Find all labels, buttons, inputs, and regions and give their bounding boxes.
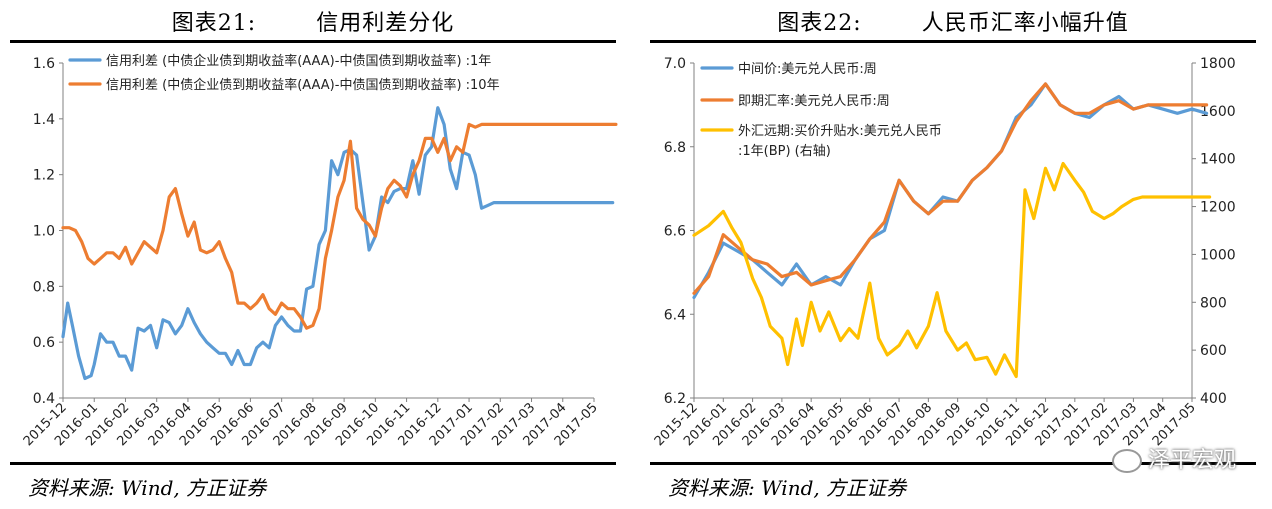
y2-tick-label: 1600: [1200, 104, 1236, 120]
figure-title: 人民币汇率小幅升值: [921, 11, 1129, 36]
legend-label: 即期汇率:美元兑人民币:周: [738, 93, 890, 109]
y-tick-label: 1.0: [33, 224, 55, 240]
y-tick-label: 7.0: [664, 56, 686, 72]
chart-title: 图表21: 信用利差分化: [0, 5, 626, 37]
credit-spread-chart: 0.40.60.81.01.21.41.62015-122016-012016-…: [21, 53, 618, 449]
y2-tick-label: 1000: [1200, 247, 1236, 263]
series-line: [61, 122, 618, 330]
watermark-text: 泽平宏观: [1147, 448, 1236, 473]
y-tick-label: 6.2: [664, 391, 686, 407]
legend-label: 信用利差 (中债企业债到期收益率(AAA)-中债国债到期收益率) :10年: [106, 77, 500, 93]
series-line: [692, 82, 1209, 300]
chart-panel-credit-spread: 图表21: 信用利差分化 0.4 0.6 0.8 1.0 1.2 1.4 1.6 2015-12…: [0, 0, 626, 509]
figure-number: 图表21:: [171, 11, 257, 36]
legend-label: 信用利差 (中债企业债到期收益率(AAA)-中债国债到期收益率) :1年: [106, 53, 491, 69]
top-rule: [10, 40, 616, 43]
series-line: [61, 106, 615, 381]
top-rule: [650, 40, 1256, 43]
watermark: 泽平宏观: [1111, 442, 1236, 474]
y-tick-label: 1.6: [33, 56, 55, 72]
figure-number: 图表22:: [777, 11, 862, 36]
series-line: [692, 82, 1209, 295]
y2-tick-label: 1800: [1200, 56, 1236, 72]
source-note: 资料来源: Wind, 方正证券: [28, 476, 267, 500]
y-tick-label: 0.4: [33, 391, 55, 407]
bottom-rule: [650, 462, 1256, 465]
legend-label: :1年(BP) (右轴): [738, 144, 831, 159]
y-tick-label: 6.6: [664, 224, 686, 240]
legend-label: 中间价:美元兑人民币:周: [738, 62, 877, 77]
y2-tick-label: 600: [1200, 343, 1227, 359]
chart-panel-rmb-exchange: 图表22: 人民币汇率小幅升值 6.2 6.4 6.6 6.8 7.0 400 600 800 1…: [640, 0, 1266, 509]
y2-tick-label: 1200: [1200, 200, 1236, 216]
y-tick-label: 0.6: [33, 335, 55, 351]
series-line: [692, 161, 1212, 379]
source-note: 资料来源: Wind, 方正证券: [668, 476, 907, 500]
bottom-rule: [10, 462, 616, 465]
wechat-icon: [1111, 449, 1142, 473]
y-tick-label: 6.4: [664, 307, 686, 323]
figure-title: 信用利差分化: [316, 11, 455, 36]
y-tick-label: 6.8: [664, 140, 686, 156]
y2-tick-label: 800: [1200, 295, 1227, 311]
chart-title: 图表22: 人民币汇率小幅升值: [640, 5, 1266, 37]
legend-label: 外汇远期:买价升贴水:美元兑人民币: [738, 124, 942, 139]
y-tick-label: 0.8: [33, 279, 55, 295]
y2-tick-label: 1400: [1200, 152, 1236, 168]
rmb-exchange-chart: 6.2 6.4 6.6 6.8 7.0 400 600 800 1000 1200 1400 1600…: [652, 56, 1236, 449]
y-tick-label: 1.2: [33, 168, 55, 184]
y-tick-label: 1.4: [33, 112, 55, 128]
y2-tick-label: 400: [1200, 391, 1227, 407]
